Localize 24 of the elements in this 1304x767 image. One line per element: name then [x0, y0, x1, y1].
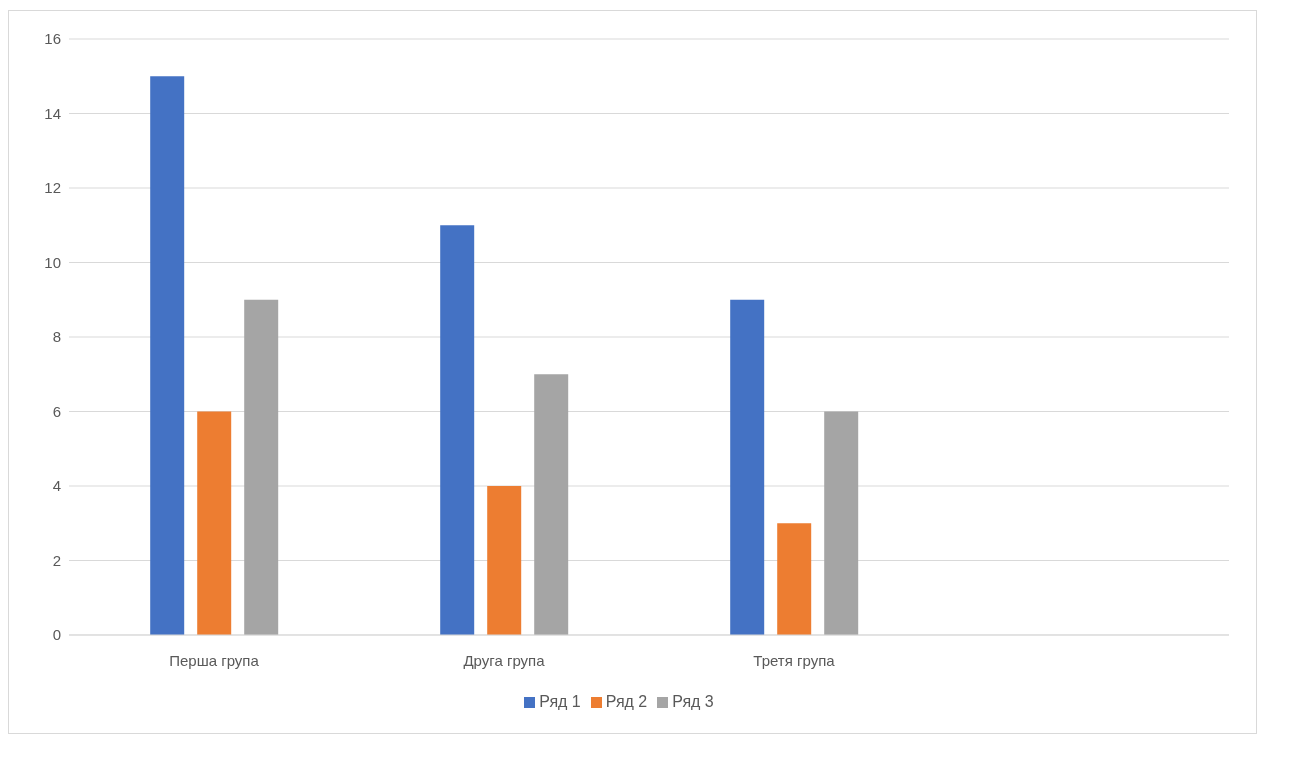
bar [777, 523, 812, 635]
x-tick-label: Третя група [753, 651, 836, 669]
legend-label: Ряд 2 [605, 693, 648, 710]
legend-label: Ряд 3 [672, 693, 714, 710]
y-tick-label: 12 [44, 179, 61, 197]
y-tick-label: 16 [44, 30, 61, 48]
y-tick-label: 6 [52, 402, 61, 420]
bar [534, 374, 569, 635]
bar [150, 76, 185, 635]
y-tick-label: 14 [44, 104, 61, 122]
y-tick-label: 8 [52, 328, 61, 346]
x-tick-label: Друга група [463, 651, 546, 669]
bar [730, 299, 765, 635]
y-tick-label: 10 [44, 253, 61, 271]
bar [487, 486, 522, 635]
bar [824, 411, 859, 635]
x-tick-label: Перша група [169, 651, 260, 669]
y-tick-label: 4 [52, 477, 61, 495]
bar [197, 411, 232, 635]
bar [440, 225, 475, 635]
legend-label: Ряд 1 [539, 693, 581, 710]
bar [244, 299, 279, 635]
y-tick-label: 0 [52, 626, 61, 644]
y-tick-label: 2 [52, 551, 61, 569]
